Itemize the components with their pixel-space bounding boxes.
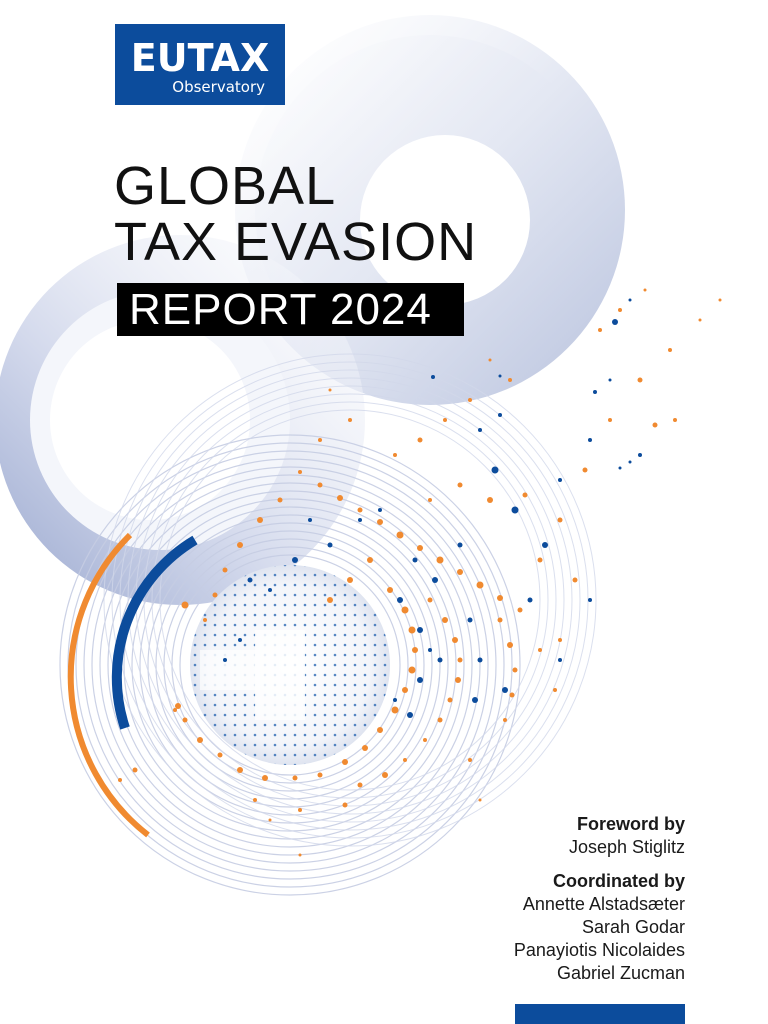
coordinator-name: Annette Alstadsæter	[522, 894, 685, 914]
title-line-3-banner: REPORT 2024	[117, 283, 464, 336]
coordinated-heading: Coordinated by	[552, 871, 685, 891]
logo-subtitle: Observatory	[172, 78, 265, 96]
logo-wordmark: EUTAX	[130, 36, 270, 80]
eutax-logo: EUTAX Observatory	[115, 24, 285, 105]
coordinator-name: Panayiotis Nicolaides	[513, 940, 685, 960]
title-line-2: TAX EVASION	[114, 212, 478, 272]
foreword-heading: Foreword by	[576, 814, 685, 834]
coordinator-name: Sarah Godar	[581, 917, 685, 937]
title-line-1: GLOBAL	[114, 156, 337, 216]
bottom-accent-bar	[515, 1004, 685, 1024]
orange-arc	[67, 532, 150, 838]
coordinator-name: Gabriel Zucman	[556, 963, 685, 983]
foreword-author: Joseph Stiglitz	[568, 837, 685, 857]
credits-block: Foreword by Joseph Stiglitz Coordinated …	[514, 812, 685, 985]
blue-arc	[111, 535, 198, 730]
